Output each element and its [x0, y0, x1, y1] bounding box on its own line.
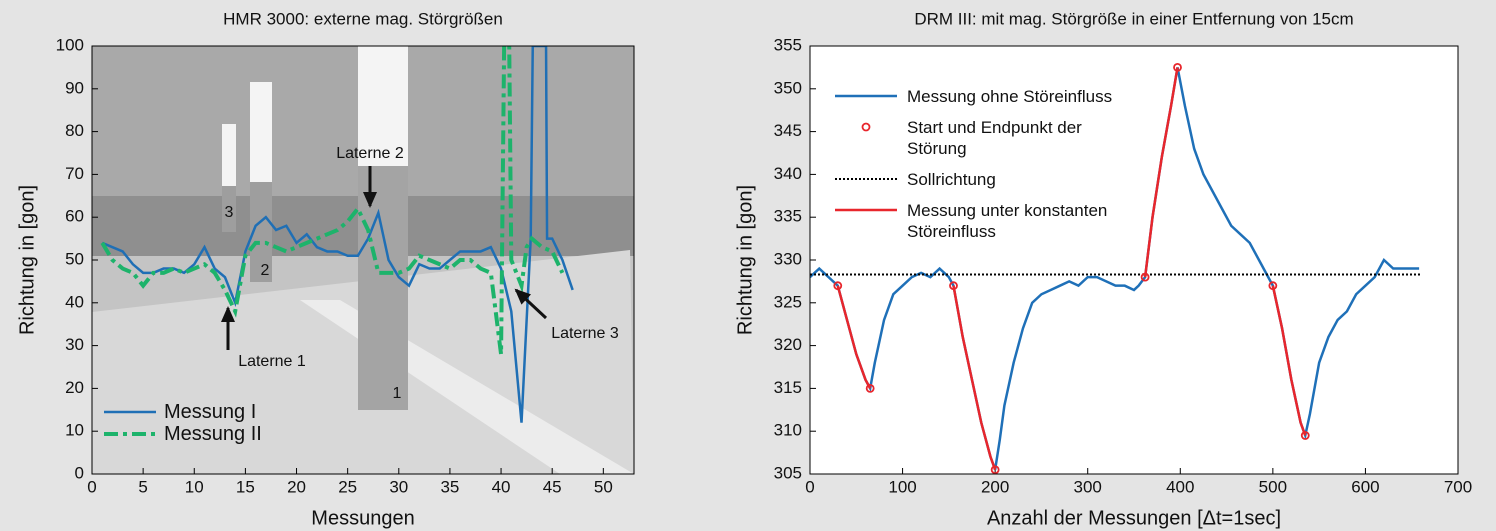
- y-tick-label: 80: [65, 121, 84, 140]
- y-tick-label: 325: [774, 292, 802, 311]
- y-tick-label: 0: [75, 463, 84, 482]
- y-tick-label: 345: [774, 121, 802, 140]
- x-tick-label: 200: [981, 477, 1009, 496]
- x-tick-label: 10: [185, 477, 204, 496]
- y-tick-label: 50: [65, 249, 84, 268]
- figure: HMR 3000: externe mag. Störgrößen Messung…: [0, 0, 1496, 531]
- x-tick-label: 0: [87, 477, 96, 496]
- legend-label: Messung I: [164, 400, 256, 424]
- annotation: 3: [225, 204, 234, 221]
- x-tick-label: 15: [236, 477, 255, 496]
- legend-label: Messung II: [164, 422, 262, 446]
- x-tick-label: 500: [1259, 477, 1287, 496]
- x-axis-label: Messungen: [311, 507, 414, 529]
- x-tick-label: 35: [440, 477, 459, 496]
- x-tick-label: 20: [287, 477, 306, 496]
- photo-pillar: [222, 124, 236, 186]
- x-tick-label: 300: [1074, 477, 1102, 496]
- x-tick-label: 25: [338, 477, 357, 496]
- y-tick-label: 355: [774, 35, 802, 54]
- legend-label: Messung unter konstanten Störeinfluss: [907, 200, 1107, 242]
- x-axis-label: Anzahl der Messungen [Δt=1sec]: [987, 507, 1281, 529]
- y-tick-label: 20: [65, 378, 84, 397]
- x-tick-label: 700: [1444, 477, 1472, 496]
- y-tick-label: 315: [774, 378, 802, 397]
- x-tick-label: 40: [492, 477, 511, 496]
- x-tick-label: 100: [888, 477, 916, 496]
- y-tick-label: 350: [774, 78, 802, 97]
- y-tick-label: 320: [774, 335, 802, 354]
- annotation: Laterne 1: [238, 353, 306, 370]
- y-tick-label: 330: [774, 249, 802, 268]
- page: HMR 3000: externe mag. Störgrößen Messung…: [0, 0, 1496, 531]
- annotation: Laterne 2: [336, 145, 404, 162]
- y-tick-label: 100: [56, 35, 84, 54]
- annotation: 1: [393, 385, 402, 402]
- y-tick-label: 40: [65, 292, 84, 311]
- y-tick-label: 90: [65, 78, 84, 97]
- y-tick-label: 60: [65, 207, 84, 226]
- y-tick-label: 310: [774, 421, 802, 440]
- y-tick-label: 70: [65, 164, 84, 183]
- x-tick-label: 5: [138, 477, 147, 496]
- x-tick-label: 400: [1166, 477, 1194, 496]
- x-tick-label: 45: [543, 477, 562, 496]
- annotation: 2: [261, 262, 270, 279]
- plot-area: [810, 46, 1458, 474]
- chart-title: DRM III: mit mag. Störgröße in einer Ent…: [914, 9, 1353, 28]
- x-tick-label: 50: [594, 477, 613, 496]
- legend-label: Start und Endpunkt der Störung: [907, 117, 1082, 159]
- y-tick-label: 305: [774, 463, 802, 482]
- y-axis-label: Richtung in [gon]: [16, 185, 38, 335]
- x-tick-label: 30: [389, 477, 408, 496]
- chart-title: HMR 3000: externe mag. Störgrößen: [223, 9, 503, 28]
- y-tick-label: 30: [65, 335, 84, 354]
- y-tick-label: 335: [774, 207, 802, 226]
- legend-label: Messung ohne Störeinfluss: [907, 86, 1112, 107]
- y-tick-label: 10: [65, 421, 84, 440]
- photo-pillar: [250, 82, 272, 182]
- y-axis-label: Richtung in [gon]: [734, 185, 756, 335]
- x-tick-label: 600: [1351, 477, 1379, 496]
- y-tick-label: 340: [774, 164, 802, 183]
- annotation: Laterne 3: [551, 325, 619, 342]
- x-tick-label: 0: [805, 477, 814, 496]
- photo-pillar: [358, 166, 408, 410]
- legend-label: Sollrichtung: [907, 169, 996, 190]
